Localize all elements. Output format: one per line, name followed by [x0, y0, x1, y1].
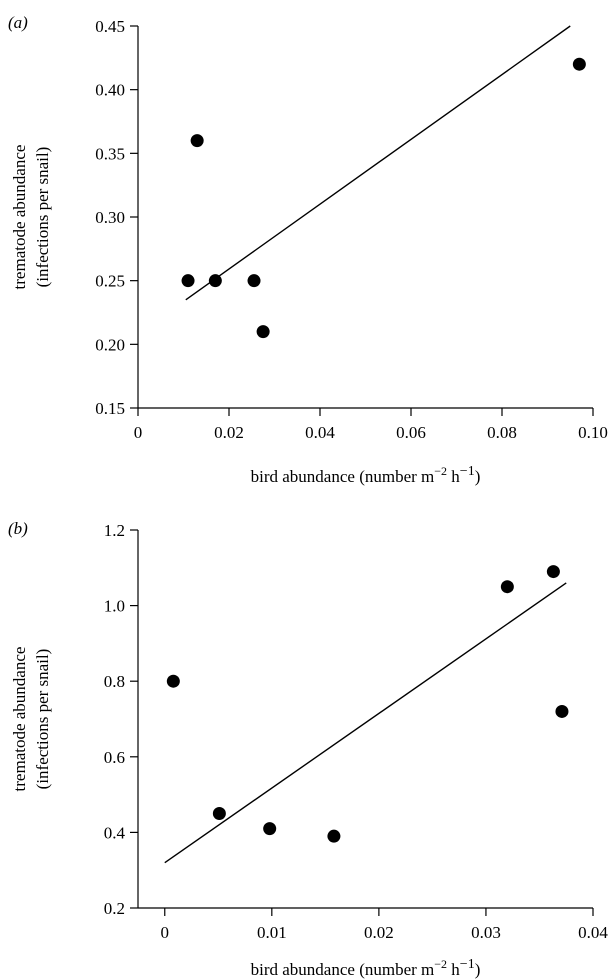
x-tick-label: 0.04 [578, 923, 608, 942]
data-point [181, 274, 195, 288]
y-axis-label-line1: trematode abundance [10, 145, 29, 290]
data-point [500, 580, 514, 594]
y-tick-label: 0.4 [104, 823, 126, 842]
y-axis-label-line1: trematode abundance [10, 647, 29, 792]
data-point [327, 829, 341, 843]
y-tick-label: 0.40 [95, 81, 125, 100]
y-tick-label: 0.45 [95, 17, 125, 36]
x-axis-label: bird abundance (number m−2 h−1) [251, 464, 481, 486]
trend-line [164, 582, 567, 864]
y-tick-label: 0.20 [95, 335, 125, 354]
x-tick-label: 0.08 [487, 423, 517, 442]
y-tick-label: 0.30 [95, 208, 125, 227]
data-point [555, 704, 569, 718]
data-point [166, 674, 180, 688]
x-tick-label: 0 [134, 423, 143, 442]
y-axis-label-line2: (infections per snail) [33, 649, 52, 790]
y-tick-label: 0.15 [95, 399, 125, 418]
data-point [208, 274, 222, 288]
data-point [212, 807, 226, 820]
trend-line [185, 25, 571, 301]
x-axis-label: bird abundance (number m−2 h−1) [251, 957, 481, 979]
x-tick-label: 0.04 [305, 423, 335, 442]
data-point [546, 565, 560, 579]
chart-panel-b: (b) 0.2 0.4 0.6 0.8 1.0 1.2 0 0.01 0.02 0.03 0.04 bi… [8, 519, 608, 979]
y-tick-label: 1.2 [104, 521, 125, 540]
x-tick-label: 0.10 [578, 423, 608, 442]
y-axis-label-line2: (infections per snail) [33, 147, 52, 288]
y-tick-label: 0.35 [95, 144, 125, 163]
y-tick-label: 0.6 [104, 748, 125, 767]
x-tick-label: 0.01 [257, 923, 287, 942]
x-tick-label: 0.02 [364, 923, 394, 942]
y-tick-label: 0.25 [95, 272, 125, 291]
x-tick-label: 0.06 [396, 423, 426, 442]
data-point [572, 57, 586, 71]
data-point [190, 134, 204, 148]
y-tick-label: 0.8 [104, 672, 125, 691]
data-point [247, 274, 261, 288]
data-point [263, 822, 277, 836]
data-point [256, 325, 270, 339]
x-tick-label: 0.03 [471, 923, 501, 942]
panel-label: (b) [8, 519, 28, 538]
chart-panel-a: (a) 0.15 0.20 0.25 0.30 0.35 0.40 0.45 0 0.02 0.04… [8, 13, 608, 486]
y-tick-label: 0.2 [104, 899, 125, 918]
y-tick-label: 1.0 [104, 597, 125, 616]
x-tick-label: 0 [161, 923, 170, 942]
x-tick-label: 0.02 [214, 423, 244, 442]
panel-label: (a) [8, 13, 28, 32]
